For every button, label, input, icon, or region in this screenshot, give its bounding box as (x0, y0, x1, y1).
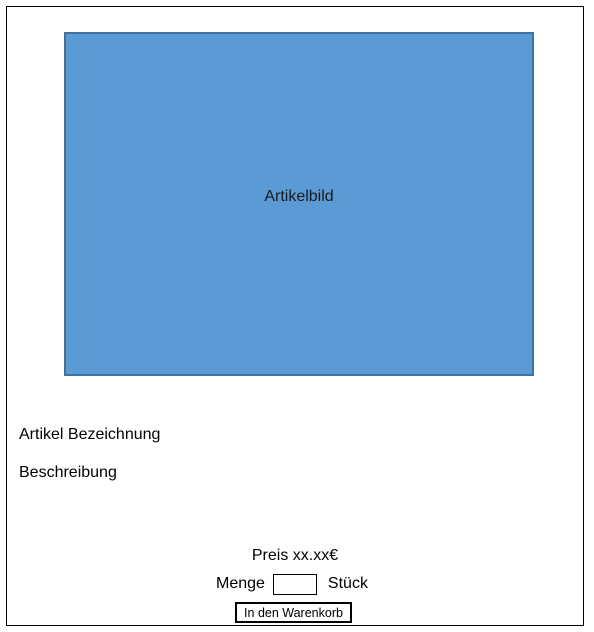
quantity-row: Menge Stück (216, 573, 368, 595)
product-description: Beschreibung (19, 464, 117, 481)
quantity-input[interactable] (272, 573, 317, 595)
product-image-placeholder: Artikelbild (64, 32, 534, 376)
product-page-frame: Artikelbild Artikel Bezeichnung Beschrei… (6, 6, 584, 626)
product-title: Artikel Bezeichnung (19, 426, 161, 443)
quantity-unit: Stück (327, 575, 368, 592)
product-price: Preis xx.xx€ (251, 547, 339, 564)
add-to-cart-button[interactable]: In den Warenkorb (235, 602, 352, 623)
product-image-label: Artikelbild (264, 188, 334, 205)
quantity-label: Menge (216, 575, 265, 592)
